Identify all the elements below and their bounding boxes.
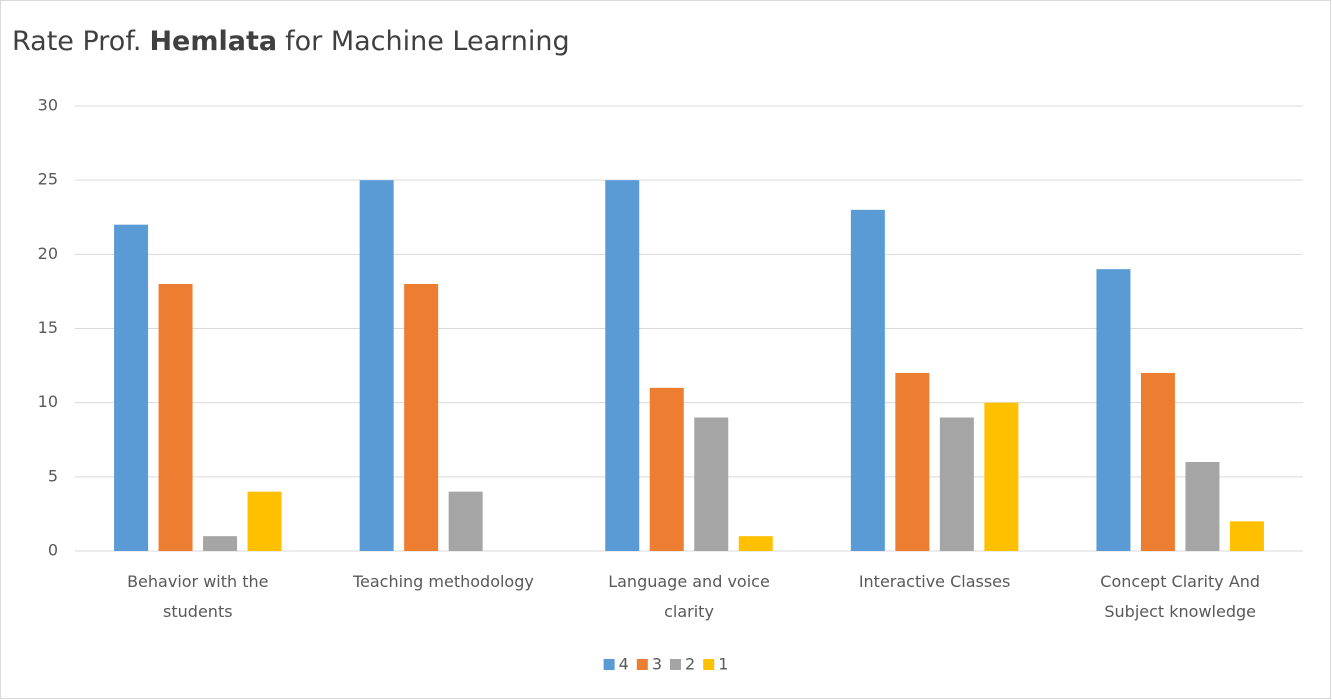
legend-label: 4 (619, 655, 629, 674)
legend-label: 2 (685, 655, 695, 674)
legend-item: 1 (703, 655, 728, 674)
y-tick-label: 30 (38, 96, 58, 115)
x-tick-label: Interactive Classes (859, 572, 1011, 591)
x-tick-label: Concept Clarity And Subject knowledge (1100, 572, 1260, 621)
x-tick-label: Language and voice clarity (608, 572, 770, 621)
bar (404, 284, 439, 551)
x-tick-label: Behavior with the students (127, 572, 268, 621)
bar (984, 402, 1019, 551)
chart-title: Rate Prof. Hemlata for Machine Learning (12, 26, 570, 57)
y-tick-label: 15 (38, 318, 58, 337)
legend-item: 2 (670, 655, 695, 674)
bar (649, 387, 684, 551)
title-part: Hemlata (149, 26, 277, 57)
legend-swatch (636, 659, 648, 670)
legend-label: 1 (718, 655, 728, 674)
title-part: Rate Prof. (12, 26, 141, 57)
bar (158, 284, 193, 551)
bar (448, 491, 483, 551)
x-tick-label: Teaching methodology (352, 572, 534, 591)
bar (939, 417, 974, 551)
bar (114, 224, 149, 551)
legend-item: 3 (636, 655, 662, 674)
bar (694, 417, 729, 551)
bar (605, 180, 640, 551)
bar (1229, 521, 1264, 551)
legend-swatch (670, 659, 681, 670)
y-tick-label: 25 (38, 170, 58, 189)
y-tick-label: 5 (48, 466, 58, 485)
title-part: for Machine Learning (285, 26, 570, 57)
legend-item: 4 (603, 655, 629, 674)
bar (738, 536, 773, 551)
y-tick-label: 20 (38, 244, 58, 263)
y-tick-label: 10 (38, 392, 58, 411)
bar (1140, 373, 1175, 551)
y-tick-label: 0 (48, 541, 58, 560)
bar (1185, 462, 1220, 551)
legend-swatch (603, 659, 615, 670)
bar (1096, 269, 1131, 551)
bar (895, 373, 930, 551)
bar (850, 209, 885, 552)
bar (359, 180, 394, 551)
legend-swatch (703, 659, 715, 670)
bar (247, 491, 282, 551)
legend-label: 3 (652, 655, 662, 674)
bar (203, 536, 238, 551)
